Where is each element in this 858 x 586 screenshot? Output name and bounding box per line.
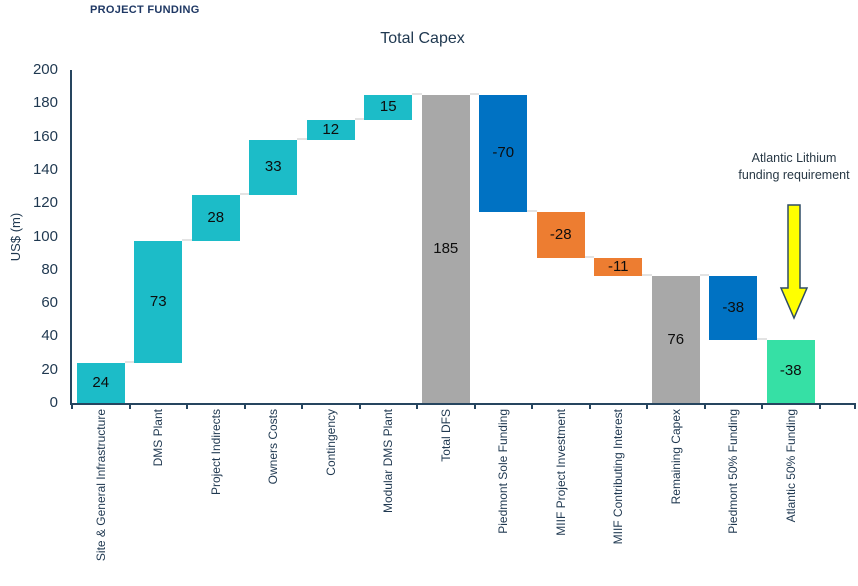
connector-line: [354, 117, 365, 120]
connector-line: [527, 209, 537, 212]
bar-project-indirects: [191, 194, 240, 242]
connector-line: [699, 274, 710, 277]
category-label-modular-dms-plant: Modular DMS Plant: [381, 409, 396, 514]
category-label-dms-plant: DMS Plant: [151, 409, 166, 467]
annotation-line: Atlantic Lithium: [751, 151, 837, 165]
y-tick-label: 200: [32, 61, 58, 78]
value-label: 24: [92, 374, 110, 392]
page-eyebrow-title: PROJECT FUNDING: [90, 4, 200, 16]
category-label-miif-contributing-interest: MIIF Contributing Interest: [611, 409, 626, 545]
category-label-contingency: Contingency: [323, 409, 338, 476]
annotation-line: funding requirement: [738, 167, 850, 182]
chart-title: Total Capex: [380, 30, 465, 47]
category-label-atlantic-50-funding: Atlantic 50% Funding: [783, 409, 798, 523]
value-label: -70: [492, 144, 515, 162]
value-label: -38: [722, 299, 745, 317]
category-label-piedmont-sole-funding: Piedmont Sole Funding: [496, 409, 511, 534]
y-tick-label: 60: [41, 294, 58, 312]
category-label-site-general-infrastructure: Site & General Infrastructure: [93, 409, 108, 562]
category-label-total-dfs: Total DFS: [438, 409, 453, 462]
value-label: 76: [667, 330, 685, 348]
x-tick: [358, 403, 361, 409]
value-label: 33: [264, 158, 282, 176]
connector-line: [584, 256, 595, 259]
y-tick-label: 120: [32, 194, 58, 212]
y-tick-label: 140: [32, 160, 58, 178]
x-tick: [818, 403, 821, 409]
value-label: 73: [149, 293, 167, 311]
category-label-project-indirects: Project Indirects: [208, 409, 223, 496]
connector-line: [182, 239, 192, 242]
y-tick-label: 0: [49, 394, 58, 411]
category-label-remaining-capex: Remaining Capex: [668, 409, 683, 505]
connector-line: [124, 361, 135, 364]
annotation-text: Atlantic Lithium funding requirement: [722, 150, 858, 184]
x-tick: [703, 403, 706, 409]
bar-site-general-infrastructure: [76, 363, 125, 403]
bar-modular-dms-plant: [364, 94, 413, 120]
category-label-miif-project-investment: MIIF Project Investment: [553, 409, 568, 536]
value-label: -11: [607, 258, 629, 276]
x-tick: [301, 403, 303, 409]
y-tick-label: 80: [41, 260, 58, 278]
bar-miif-contributing-interest: [594, 258, 643, 277]
x-tick: [588, 403, 591, 409]
x-tick: [416, 403, 418, 409]
bar-piedmont-50-funding: [709, 276, 758, 340]
x-tick: [854, 403, 856, 409]
y-tick-label: 160: [32, 127, 58, 145]
y-tick-label: 40: [41, 327, 58, 345]
x-tick: [71, 403, 73, 409]
category-label-owners-costs: Owners Costs: [266, 409, 281, 485]
y-tick-label: 100: [32, 227, 58, 245]
value-label: 28: [207, 209, 225, 227]
x-tick: [761, 403, 763, 409]
value-label: 15: [379, 98, 397, 116]
x-tick: [186, 403, 188, 409]
bar-contingency: [306, 119, 355, 140]
y-tick-label: 20: [41, 360, 58, 378]
category-label-piedmont-50-funding: Piedmont 50% Funding: [726, 409, 741, 534]
x-tick: [531, 403, 533, 409]
bar-remaining-capex: [651, 276, 700, 403]
bar-piedmont-sole-funding: [479, 94, 528, 212]
bar-owners-costs: [249, 139, 298, 195]
bar-dms-plant: [134, 241, 183, 364]
plot-area: 24 73 28 33 12 15 185 -70 -28 -11 76 -38 -38: [70, 70, 856, 409]
bar-total-dfs: [421, 94, 470, 403]
connector-line: [642, 274, 652, 277]
connector-line: [297, 137, 307, 140]
value-label: 12: [322, 120, 340, 138]
x-tick: [243, 403, 246, 409]
value-label: 185: [433, 239, 459, 257]
connector-line: [469, 92, 480, 95]
connector-line: [239, 192, 250, 195]
connector-line: [757, 337, 767, 340]
bar-atlantic-50-funding: [766, 339, 815, 403]
y-tick-label: 180: [32, 94, 58, 112]
value-label: -28: [549, 225, 572, 243]
down-arrow-icon: [779, 204, 809, 320]
x-tick: [646, 403, 648, 409]
value-label: -38: [779, 362, 802, 380]
bar-miif-project-investment: [536, 211, 585, 259]
connector-line: [412, 92, 422, 95]
x-tick: [473, 403, 476, 409]
x-tick: [128, 403, 131, 409]
